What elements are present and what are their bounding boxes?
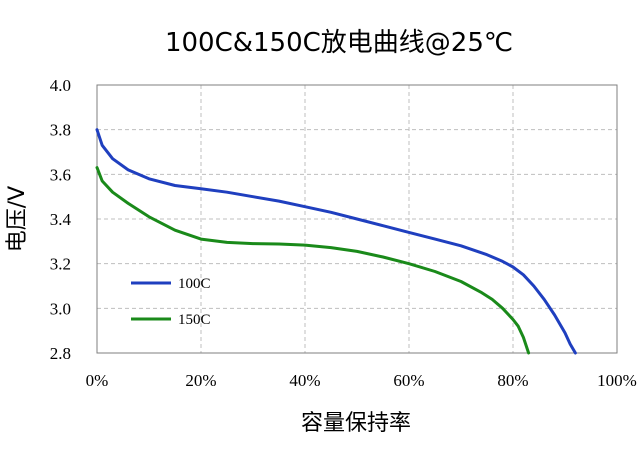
y-axis-ticks: 2.8 3.0 3.2 3.4 3.6 3.8 4.0 xyxy=(50,76,72,363)
x-axis-title: 容量保持率 xyxy=(301,411,411,436)
x-tick-label: 100% xyxy=(597,371,637,390)
y-tick-label: 3.0 xyxy=(50,299,71,318)
y-tick-label: 3.8 xyxy=(50,121,71,140)
series-lines xyxy=(95,128,577,355)
y-tick-label: 3.6 xyxy=(50,165,71,184)
legend-label: 100C xyxy=(178,276,211,292)
series-line-150C xyxy=(95,166,531,355)
legend-label: 150C xyxy=(178,312,211,328)
x-tick-label: 20% xyxy=(185,371,216,390)
chart-title: 100C&150C放电曲线@25℃ xyxy=(165,28,513,58)
x-tick-label: 0% xyxy=(86,371,109,390)
legend: 100C 150C xyxy=(131,276,211,328)
plot-area-frame xyxy=(96,84,618,354)
x-axis-ticks: 0% 20% 40% 60% 80% 100% xyxy=(86,371,637,390)
y-tick-label: 4.0 xyxy=(50,76,71,95)
y-axis-title: 电压/V xyxy=(5,186,30,252)
grid-lines xyxy=(97,85,617,353)
x-tick-label: 40% xyxy=(289,371,320,390)
x-tick-label: 80% xyxy=(497,371,528,390)
series-line-100C xyxy=(95,128,577,355)
x-tick-label: 60% xyxy=(393,371,424,390)
y-tick-label: 3.2 xyxy=(50,255,71,274)
y-tick-label: 2.8 xyxy=(50,344,71,363)
y-tick-label: 3.4 xyxy=(50,210,72,229)
